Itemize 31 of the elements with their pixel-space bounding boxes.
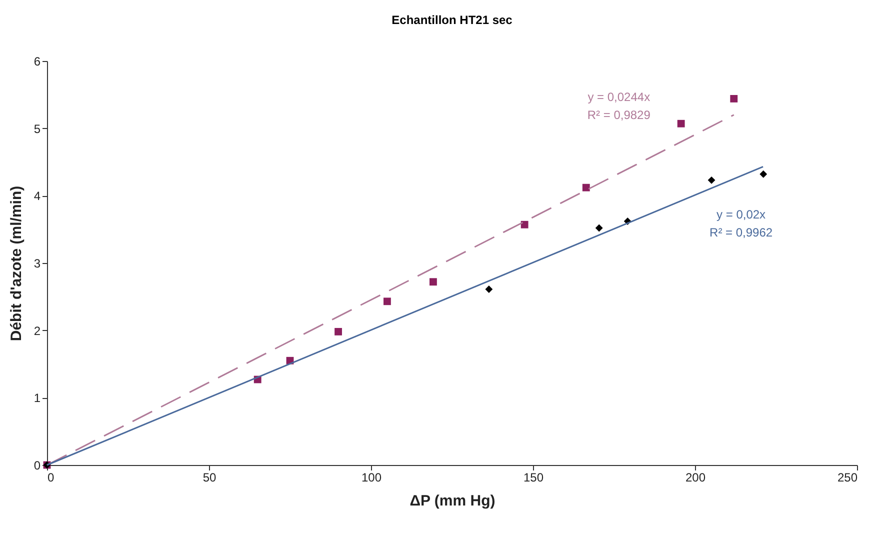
point xyxy=(760,170,768,178)
x-tick-label: 250 xyxy=(837,470,858,484)
annotation: y = 0,0244x xyxy=(588,90,650,104)
point xyxy=(595,224,603,232)
y-tick-label: 1 xyxy=(34,391,41,406)
x-tick-label: 150 xyxy=(523,470,544,484)
point xyxy=(730,95,738,102)
y-tick-label: 2 xyxy=(34,324,41,338)
x-tick-label: 200 xyxy=(685,470,706,484)
x-axis-title: ΔP (mm Hg) xyxy=(410,492,496,510)
chart-title: Echantillon HT21 sec xyxy=(392,13,513,27)
point xyxy=(334,328,342,336)
point xyxy=(520,220,528,228)
annotation: y = 0,02x xyxy=(716,208,766,222)
x-tick-label: 0 xyxy=(48,470,54,484)
x-tick-label: 50 xyxy=(202,470,216,484)
annotation: R² = 0,9829 xyxy=(587,108,651,122)
y-tick-label: 4 xyxy=(34,189,41,204)
point xyxy=(430,278,437,286)
point xyxy=(485,286,493,293)
point xyxy=(383,298,391,306)
point xyxy=(677,120,685,128)
point xyxy=(708,176,716,184)
x-tick-label: 100 xyxy=(361,470,382,484)
y-tick-label: 5 xyxy=(34,122,41,136)
y-axis-title: Débit d'azote (ml/min) xyxy=(8,186,25,342)
point xyxy=(582,184,590,192)
annotation: R² = 0,9962 xyxy=(710,226,773,240)
y-tick-label: 3 xyxy=(34,256,41,270)
y-tick-label: 0 xyxy=(34,458,41,472)
y-tick-label: 6 xyxy=(34,54,41,68)
